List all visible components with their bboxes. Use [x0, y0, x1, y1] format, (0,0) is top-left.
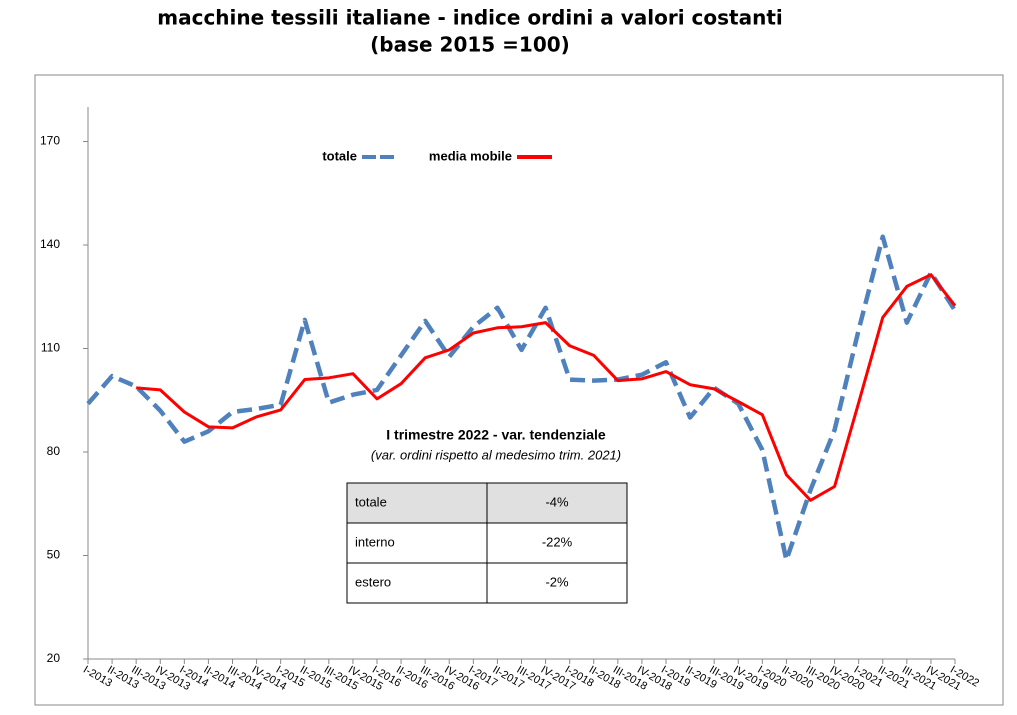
y-tick-label: 110 [41, 341, 60, 355]
y-tick-label: 80 [47, 444, 61, 458]
table-cell: estero [355, 574, 391, 589]
y-tick-label: 50 [47, 548, 61, 562]
table-cell: -2% [545, 574, 569, 589]
y-tick-label: 140 [40, 237, 60, 251]
chart-title: macchine tessili italiane - indice ordin… [157, 6, 782, 30]
plot-frame [34, 74, 1004, 706]
y-tick-label: 170 [40, 134, 60, 148]
table-cell: -4% [545, 494, 569, 509]
legend-label: media mobile [429, 148, 512, 163]
y-tick-label: 20 [47, 651, 61, 665]
legend-label: totale [322, 148, 357, 163]
series-line [86, 234, 957, 563]
series-line [136, 273, 957, 502]
table-cell: -22% [542, 534, 573, 549]
annotation-subtitle: (var. ordini rispetto al medesimo trim. … [371, 447, 621, 462]
table-cell: totale [355, 494, 387, 509]
table-cell: interno [355, 534, 395, 549]
chart-subtitle: (base 2015 =100) [370, 33, 570, 57]
annotation-title: I trimestre 2022 - var. tendenziale [386, 427, 606, 443]
